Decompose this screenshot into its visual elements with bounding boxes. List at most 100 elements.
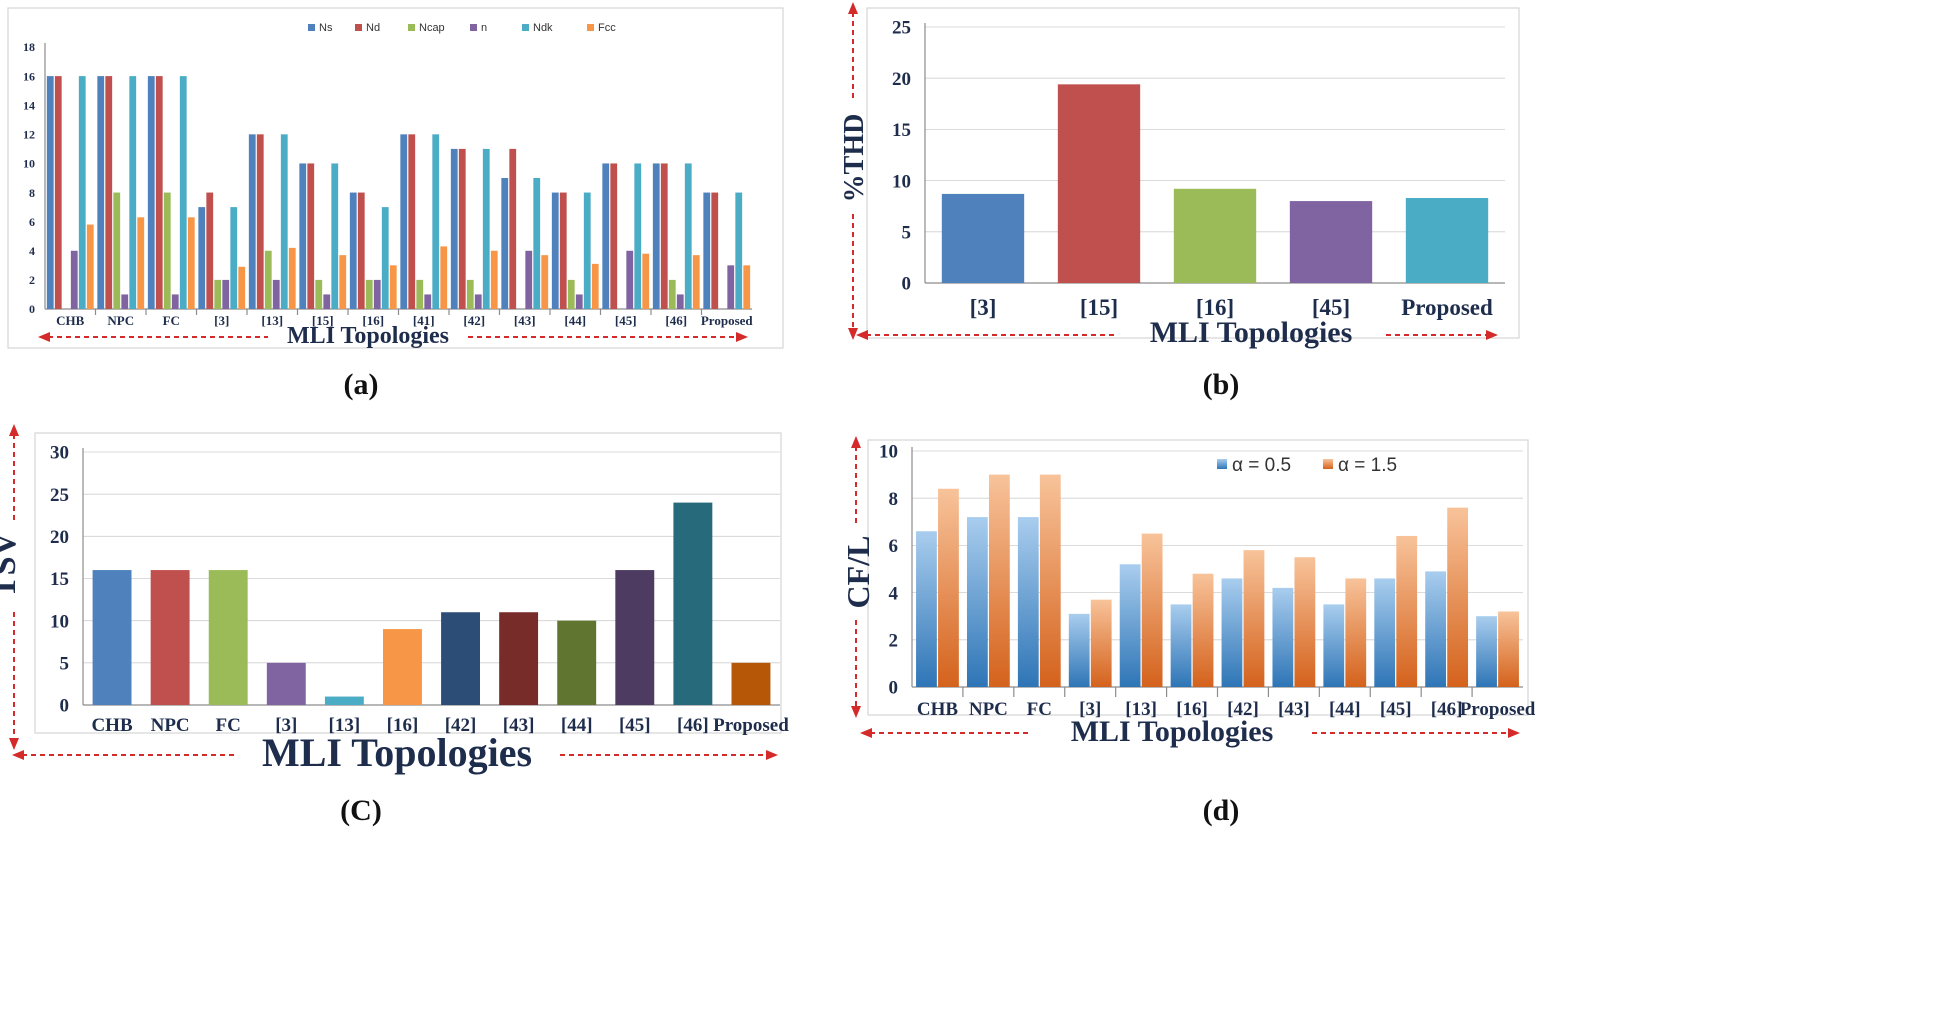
panel-d-bar-0-5-fc — [1017, 517, 1039, 687]
panel-c-bar-44 — [557, 620, 597, 705]
panel-a-bar-ns-46 — [652, 163, 660, 309]
panel-a-category-label: [15] — [312, 313, 334, 328]
panel-c-bar-13 — [324, 696, 364, 705]
panel-d-bar-1-5-46 — [1447, 507, 1469, 687]
panel-a-legend-swatch-ndk — [522, 24, 529, 31]
panel-d-legend-label-1-5: α = 1.5 — [1338, 455, 1397, 476]
panel-a-bar-ndk-45 — [634, 163, 642, 309]
panel-a-bar-ns-npc — [97, 76, 105, 309]
panel-b-category-label: [16] — [1196, 295, 1234, 320]
panel-a-ytick-label: 4 — [29, 244, 35, 258]
panel-c-ytick-label: 30 — [50, 443, 69, 464]
panel-a-bar-fcc-44 — [591, 263, 599, 309]
panel-d-legend-swatch-0-5 — [1217, 459, 1227, 469]
panel-a-legend-swatch-n — [470, 24, 477, 31]
panel-a-bar-ncap-npc — [113, 192, 121, 309]
panel-a-bar-ndk-chb — [78, 76, 86, 309]
panel-a-bar-nd-fc — [155, 76, 163, 309]
panel-a-bar-nd-proposed — [711, 192, 719, 309]
panel-a-legend-label-n: n — [481, 22, 487, 34]
panel-a-legend-swatch-ncap — [408, 24, 415, 31]
panel-a-bar-nd-42 — [458, 148, 466, 309]
panel-a-category-label: Proposed — [701, 313, 754, 328]
panel-d-label: (d) — [1203, 794, 1240, 827]
panel-d-bar-0-5-npc — [966, 517, 988, 687]
panel-a-bar-fcc-chb — [86, 224, 94, 309]
panel-a-ytick-label: 2 — [29, 273, 35, 287]
panel-d-category-label: [42] — [1227, 699, 1259, 720]
panel-d-bar-1-5-chb — [938, 488, 959, 687]
panel-a-bar-fcc-npc — [137, 217, 145, 309]
panel-a-category-label: [43] — [514, 313, 536, 328]
panel-a-bar-fcc-fc — [187, 217, 195, 309]
panel-c-bar-46 — [673, 502, 713, 705]
panel-a-bar-ndk-13 — [280, 134, 288, 309]
panel-a-ytick-label: 10 — [23, 157, 35, 171]
panel-a-bar-nd-16 — [357, 192, 365, 309]
panel-d-category-label: [45] — [1380, 699, 1412, 720]
panel-c-ytick-label: 25 — [50, 485, 69, 506]
panel-b-ytick-label: 25 — [892, 18, 911, 39]
panel-b-bar-16 — [1173, 188, 1257, 283]
panel-a-bar-n-proposed — [727, 265, 735, 309]
panel-a-category-label: [3] — [214, 313, 229, 328]
panel-a-ytick-label: 14 — [23, 98, 35, 112]
panel-b-bar-proposed — [1405, 198, 1489, 283]
panel-a-category-label: [45] — [615, 313, 637, 328]
panel-a-bar-nd-44 — [559, 192, 567, 309]
panel-a-bar-ns-3 — [198, 207, 206, 309]
panel-d-ytick-label: 8 — [889, 489, 899, 510]
panel-d-category-label: [46] — [1431, 699, 1463, 720]
panel-a-x-arrow-right-head — [736, 332, 748, 342]
panel-b-frame — [866, 7, 1520, 339]
panel-d-category-label: [44] — [1329, 699, 1361, 720]
chart-panel-b: 0 5 10 15 20 25 [3] [15] [16] [45] Proposed MLI Top… — [839, 2, 1520, 401]
panel-a-bar-n-45 — [626, 250, 634, 309]
panel-a-legend-label-ncap: Ncap — [419, 22, 445, 34]
panel-b-ytick-label: 15 — [892, 120, 911, 141]
panel-c-bar-45 — [615, 570, 655, 705]
panel-d-x-arrow-right-head — [1508, 728, 1520, 738]
panel-d-bar-1-5-44 — [1345, 578, 1367, 687]
panel-b-label: (b) — [1203, 368, 1240, 401]
panel-a-bar-n-16 — [373, 279, 381, 309]
panel-d-bar-0-5-43 — [1272, 587, 1294, 687]
panel-a-ytick-label: 0 — [29, 302, 35, 316]
panel-c-label: (C) — [340, 794, 382, 827]
panel-c-bar-chb — [92, 570, 132, 705]
panel-a-category-label: FC — [163, 313, 180, 328]
panel-a-bar-ncap-fc — [163, 192, 171, 309]
panel-d-ytick-label: 0 — [889, 678, 899, 699]
panel-a-bar-fcc-41 — [440, 246, 448, 309]
panel-c-ytick-label: 0 — [60, 696, 70, 717]
panel-a-bar-ns-45 — [602, 163, 610, 309]
panel-a-bar-n-42 — [474, 294, 482, 309]
panel-c-category-label: Proposed — [713, 715, 789, 736]
panel-d-bar-1-5-16 — [1192, 573, 1214, 687]
panel-b-category-label: [3] — [970, 295, 997, 320]
panel-b-bar-15 — [1057, 84, 1141, 284]
panel-c-category-label: [45] — [619, 715, 651, 736]
panel-d-bar-1-5-42 — [1243, 550, 1265, 687]
panel-b-y-arrow-bottom-head — [848, 328, 858, 340]
panel-a-bar-nd-3 — [206, 192, 214, 309]
panel-a-bar-nd-15 — [307, 163, 315, 309]
panel-a-label: (a) — [344, 368, 379, 401]
panel-c-bar-16 — [383, 629, 422, 705]
panel-c-x-axis-title: MLI Topologies — [262, 730, 532, 775]
panel-c-bar-3 — [266, 662, 306, 705]
panel-a-bar-nd-46 — [660, 163, 668, 309]
panel-a-legend-label-fcc: Fcc — [598, 22, 616, 34]
panel-a-category-label: [13] — [261, 313, 283, 328]
panel-c-bar-43 — [499, 612, 539, 705]
panel-a-bar-ns-13 — [248, 134, 256, 309]
panel-a-category-label: [46] — [665, 313, 687, 328]
panel-b-ytick-label: 0 — [902, 274, 912, 295]
panel-c-ytick-label: 5 — [60, 653, 70, 674]
panel-c-category-label: [44] — [561, 715, 593, 736]
panel-d-ytick-label: 2 — [889, 630, 899, 651]
panel-a-legend-label-ns: Ns — [319, 22, 333, 34]
panel-a-bar-nd-45 — [610, 163, 618, 309]
panel-a-bar-ncap-15 — [315, 279, 323, 309]
panel-a-bar-nd-13 — [256, 134, 264, 309]
